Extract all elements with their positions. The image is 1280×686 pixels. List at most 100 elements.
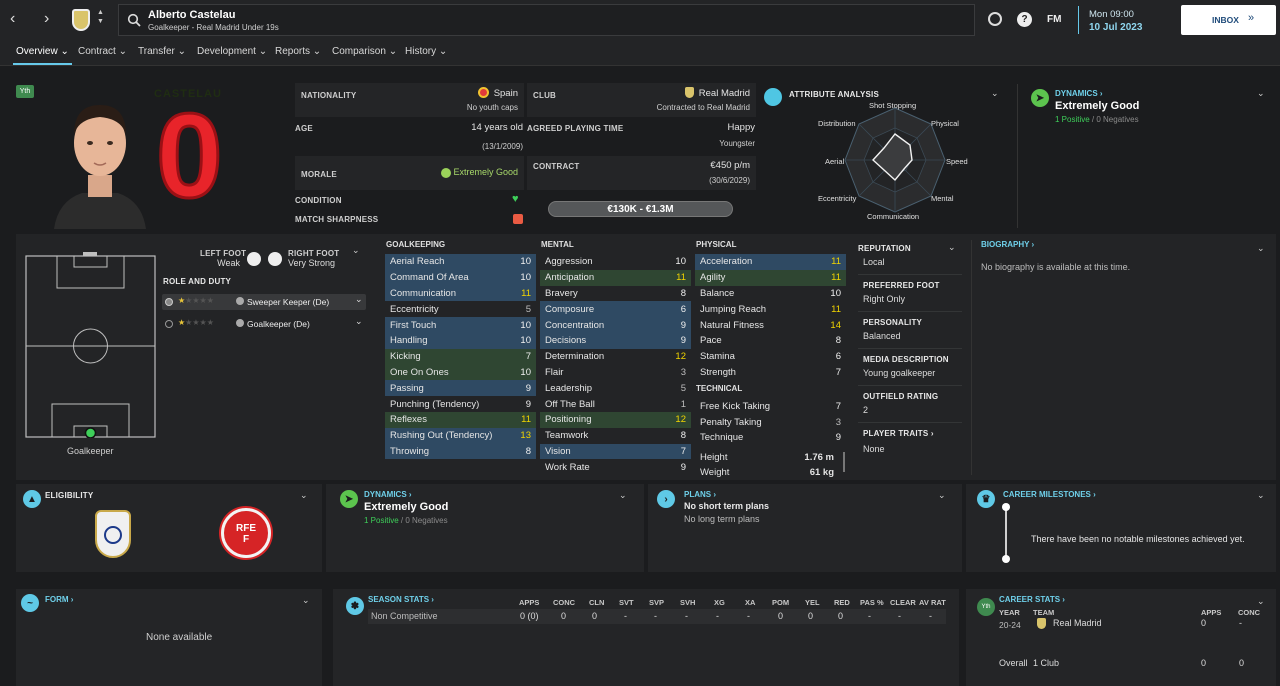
season-header-pom[interactable]: POM xyxy=(772,598,790,607)
attribute-row[interactable]: Aerial Reach 10 xyxy=(385,254,536,270)
season-header-conc[interactable]: CONC xyxy=(553,598,576,607)
season-header-avrat[interactable]: AV RAT xyxy=(919,598,946,607)
attribute-row[interactable]: Bravery 8 xyxy=(540,286,691,302)
season-header-pas[interactable]: PAS % xyxy=(860,598,884,607)
club-crest-icon[interactable] xyxy=(72,9,90,31)
tab-comparison[interactable]: Comparison ⌄ xyxy=(332,46,398,57)
attribute-row[interactable]: Punching (Tendency) 9 xyxy=(385,396,536,412)
attribute-row[interactable]: Positioning 12 xyxy=(540,411,691,428)
attribute-row[interactable]: Work Rate 9 xyxy=(540,459,691,475)
tab-overview[interactable]: Overview ⌄ xyxy=(13,46,72,65)
attribute-row[interactable]: First Touch 10 xyxy=(385,317,536,333)
forward-button[interactable]: › xyxy=(44,10,50,27)
season-header-clear[interactable]: CLEAR xyxy=(890,598,916,607)
attribute-row[interactable]: Handling 10 xyxy=(385,332,536,349)
attribute-row[interactable]: Natural Fitness 14 xyxy=(695,317,846,333)
attribute-row[interactable]: Off The Ball 1 xyxy=(540,396,691,412)
season-stats-link[interactable]: SEASON STATS › xyxy=(368,595,434,604)
dynamics-chevron[interactable]: ⌄ xyxy=(1257,88,1265,98)
role-info-icon[interactable] xyxy=(236,297,244,305)
attribute-row[interactable]: Flair 3 xyxy=(540,365,691,381)
morale-value[interactable]: Extremely Good xyxy=(453,167,518,177)
attribute-row[interactable]: Technique 9 xyxy=(695,430,846,446)
attribute-row[interactable]: Concentration 9 xyxy=(540,317,691,333)
attribute-row[interactable]: Aggression 10 xyxy=(540,254,691,270)
role-row-2[interactable]: ★★★★★ Goalkeeper (De) ⌄ xyxy=(162,316,366,332)
attribute-row[interactable]: Determination 12 xyxy=(540,349,691,365)
milestones-chevron[interactable]: ⌄ xyxy=(1257,490,1265,500)
attribute-row[interactable]: Eccentricity 5 xyxy=(385,301,536,317)
role-dropdown-icon[interactable]: ⌄ xyxy=(355,316,363,326)
current-date[interactable]: 10 Jul 2023 xyxy=(1089,22,1143,33)
attribute-row[interactable]: Free Kick Taking 7 xyxy=(695,398,846,414)
season-header-svh[interactable]: SVH xyxy=(680,598,696,607)
attribute-row[interactable]: Agility 11 xyxy=(695,269,846,286)
attribute-row[interactable]: Strength 7 xyxy=(695,365,846,381)
season-stats-row[interactable] xyxy=(368,609,946,624)
biography-chevron[interactable]: ⌄ xyxy=(1257,243,1265,253)
attribute-row[interactable]: Decisions 9 xyxy=(540,332,691,349)
attribute-row[interactable]: Teamwork 8 xyxy=(540,428,691,444)
value-range-bar[interactable]: €130K - €1.3M xyxy=(548,201,733,217)
attribute-row[interactable]: Rushing Out (Tendency) 13 xyxy=(385,427,536,444)
season-header-apps[interactable]: APPS xyxy=(519,598,540,607)
up-down-icon[interactable]: ▲ ▼ xyxy=(97,9,104,25)
attributes-scrollbar[interactable] xyxy=(843,452,845,472)
milestones-link[interactable]: CAREER MILESTONES › xyxy=(1003,490,1096,499)
attribute-row[interactable]: Vision 7 xyxy=(540,443,691,460)
player-search-box[interactable]: Alberto Castelau Goalkeeper - Real Madri… xyxy=(118,4,975,36)
plans-link[interactable]: PLANS › xyxy=(684,490,717,499)
tab-history[interactable]: History ⌄ xyxy=(405,46,448,57)
tab-contract[interactable]: Contract ⌄ xyxy=(78,46,127,57)
career-team[interactable]: Real Madrid xyxy=(1053,618,1102,628)
goalkeeper-position-dot[interactable] xyxy=(84,427,97,438)
season-header-svp[interactable]: SVP xyxy=(649,598,665,607)
world-icon[interactable] xyxy=(988,12,1002,26)
dynamics-link[interactable]: DYNAMICS › xyxy=(1055,89,1103,98)
form-chevron[interactable]: ⌄ xyxy=(302,595,310,605)
eligibility-chevron[interactable]: ⌄ xyxy=(300,490,308,500)
career-stats-chevron[interactable]: ⌄ xyxy=(1257,596,1265,606)
form-link[interactable]: FORM › xyxy=(45,595,74,604)
career-header-conc[interactable]: CONC xyxy=(1238,608,1261,617)
season-header-cln[interactable]: CLN xyxy=(589,598,605,607)
current-time[interactable]: Mon 09:00 xyxy=(1089,9,1134,20)
attribute-row[interactable]: Anticipation 11 xyxy=(540,269,691,286)
reputation-chevron[interactable]: ⌄ xyxy=(948,242,956,252)
wage-value[interactable]: €450 p/m xyxy=(710,160,750,171)
feet-chevron[interactable]: ⌄ xyxy=(352,245,360,255)
dynamics-mid-chevron[interactable]: ⌄ xyxy=(619,490,627,500)
biography-link[interactable]: BIOGRAPHY › xyxy=(981,240,1035,249)
real-madrid-crest-icon[interactable] xyxy=(95,510,131,558)
attribute-row[interactable]: Reflexes 11 xyxy=(385,411,536,428)
attribute-row[interactable]: Composure 6 xyxy=(540,301,691,318)
attribute-row[interactable]: Jumping Reach 11 xyxy=(695,301,846,317)
season-header-red[interactable]: RED xyxy=(834,598,850,607)
attribute-row[interactable]: Communication 11 xyxy=(385,285,536,302)
career-stats-link[interactable]: CAREER STATS › xyxy=(999,595,1065,604)
attribute-row[interactable]: Passing 9 xyxy=(385,380,536,397)
attribute-row[interactable]: Pace 8 xyxy=(695,333,846,349)
dynamics-mid-link[interactable]: DYNAMICS › xyxy=(364,490,412,499)
role-radio-selected-icon[interactable] xyxy=(165,298,173,306)
attribute-row[interactable]: Throwing 8 xyxy=(385,443,536,460)
role-row-1[interactable]: ★★★★★ Sweeper Keeper (De) ⌄ xyxy=(162,294,366,310)
role-dropdown-icon[interactable]: ⌄ xyxy=(355,294,363,304)
attribute-row[interactable]: Leadership 5 xyxy=(540,380,691,396)
attribute-row[interactable]: Kicking 7 xyxy=(385,348,536,365)
attribute-row[interactable]: Command Of Area 10 xyxy=(385,269,536,286)
tab-transfer[interactable]: Transfer ⌄ xyxy=(138,46,187,57)
season-header-yel[interactable]: YEL xyxy=(805,598,820,607)
season-header-xa[interactable]: XA xyxy=(745,598,756,607)
attribute-row[interactable]: Acceleration 11 xyxy=(695,254,846,270)
career-header-team[interactable]: TEAM xyxy=(1033,608,1055,617)
role-radio-icon[interactable] xyxy=(165,320,173,328)
plans-chevron[interactable]: ⌄ xyxy=(938,490,946,500)
season-header-svt[interactable]: SVT xyxy=(619,598,634,607)
fm-menu-button[interactable]: FM xyxy=(1047,14,1062,25)
tab-development[interactable]: Development ⌄ xyxy=(197,46,268,57)
club-value[interactable]: Real Madrid xyxy=(698,88,750,99)
rfef-badge-icon[interactable]: RFEF xyxy=(221,508,271,558)
attribute-row[interactable]: Balance 10 xyxy=(695,286,846,302)
attribute-row[interactable]: One On Ones 10 xyxy=(385,364,536,381)
